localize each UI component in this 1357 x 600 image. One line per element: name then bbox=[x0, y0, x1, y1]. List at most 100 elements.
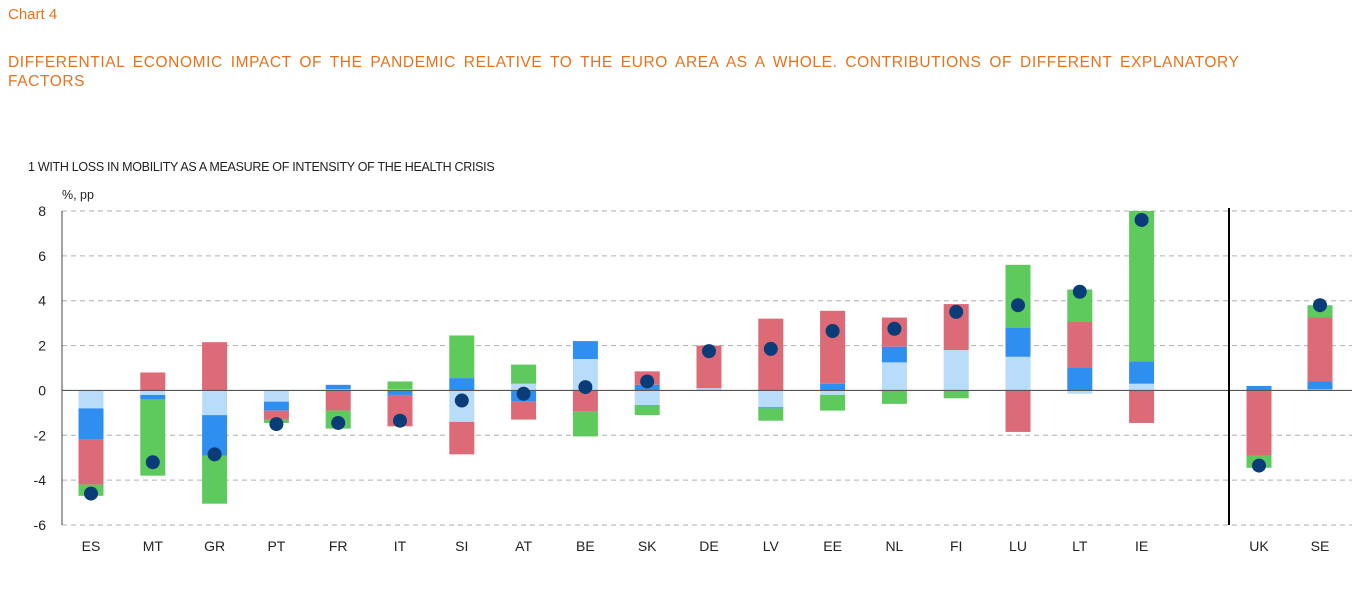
bar-segment bbox=[758, 407, 784, 409]
x-tick-label: LT bbox=[1072, 538, 1088, 554]
x-tick-label: LV bbox=[763, 538, 780, 554]
bar-segment bbox=[78, 439, 104, 485]
bar-segment bbox=[820, 383, 846, 391]
x-tick-label: FR bbox=[329, 538, 348, 554]
x-tick-label: BE bbox=[576, 538, 595, 554]
bar-segment bbox=[1246, 390, 1272, 456]
total-dot bbox=[1072, 284, 1087, 299]
bar-segment bbox=[820, 310, 846, 384]
x-tick-label: NL bbox=[885, 538, 903, 554]
x-tick-label: UK bbox=[1249, 538, 1269, 554]
panel-title: 1 WITH LOSS IN MOBILITY AS A MEASURE OF … bbox=[28, 160, 495, 174]
bar-segment bbox=[1005, 327, 1031, 357]
bar-segment bbox=[387, 390, 413, 395]
total-dot bbox=[578, 380, 593, 395]
bar-segment bbox=[1129, 361, 1155, 384]
bar-segment bbox=[758, 408, 784, 421]
bar-segment bbox=[202, 455, 228, 504]
total-dot bbox=[145, 455, 160, 470]
y-tick-label: -4 bbox=[34, 472, 47, 488]
total-dot bbox=[207, 447, 222, 462]
bar-segment bbox=[943, 350, 969, 391]
bar-segment bbox=[263, 401, 289, 411]
y-tick-label: 6 bbox=[38, 248, 46, 264]
total-dot bbox=[516, 386, 531, 401]
x-tick-label: FI bbox=[950, 538, 962, 554]
total-dot bbox=[640, 374, 655, 389]
bar-segment bbox=[1005, 390, 1031, 432]
x-tick-label: PT bbox=[267, 538, 285, 554]
bar-segment bbox=[758, 390, 784, 408]
bar-segment bbox=[881, 362, 907, 391]
bar-segment bbox=[511, 401, 537, 420]
y-tick-label: -6 bbox=[34, 517, 47, 533]
total-dot bbox=[454, 393, 469, 408]
bar-segment bbox=[202, 342, 228, 391]
chart-number-label: Chart 4 bbox=[8, 6, 58, 23]
bar-segment bbox=[1067, 322, 1093, 368]
bar-segment bbox=[1307, 381, 1333, 390]
bar-segment bbox=[78, 408, 104, 440]
total-dot bbox=[331, 415, 346, 430]
total-dot bbox=[84, 486, 98, 501]
bar-segment bbox=[140, 394, 166, 400]
x-tick-label: EE bbox=[823, 538, 842, 554]
total-dot bbox=[887, 321, 902, 336]
bar-segment bbox=[1129, 211, 1155, 362]
total-dot bbox=[1313, 298, 1327, 313]
bar-segment bbox=[881, 346, 907, 363]
bar-segment bbox=[449, 335, 475, 379]
chart-title: DIFFERENTIAL ECONOMIC IMPACT OF THE PAND… bbox=[8, 54, 1240, 90]
y-axis-unit-label: %, pp bbox=[62, 188, 94, 202]
x-tick-label: SK bbox=[638, 538, 657, 554]
bar-segment bbox=[1005, 264, 1031, 328]
x-tick-label: GR bbox=[204, 538, 225, 554]
bar-segment bbox=[1067, 368, 1093, 391]
x-tick-label: IT bbox=[394, 538, 407, 554]
bar-segment bbox=[1307, 317, 1333, 382]
total-dot bbox=[1011, 298, 1025, 313]
bar-segment bbox=[943, 390, 969, 399]
y-tick-label: -2 bbox=[34, 427, 47, 443]
bar-segment bbox=[387, 381, 413, 390]
total-dot bbox=[393, 413, 407, 428]
bar-segment bbox=[202, 390, 228, 416]
bar-segment bbox=[820, 394, 846, 411]
x-tick-label: SI bbox=[455, 538, 468, 554]
total-dot bbox=[1252, 458, 1266, 473]
x-tick-label: DE bbox=[699, 538, 718, 554]
x-tick-label: MT bbox=[143, 538, 164, 554]
total-dot bbox=[825, 323, 840, 338]
bar-segment bbox=[140, 372, 166, 391]
bar-segment bbox=[572, 341, 598, 360]
bar-segment bbox=[511, 364, 537, 384]
bar-segment bbox=[140, 390, 166, 395]
bar-segment bbox=[696, 388, 722, 391]
bar-segment bbox=[263, 390, 289, 402]
total-dot bbox=[1134, 212, 1149, 227]
y-tick-label: 2 bbox=[38, 338, 46, 354]
bar-segment bbox=[325, 384, 351, 390]
x-tick-label: IE bbox=[1135, 538, 1148, 554]
bar-segment bbox=[572, 390, 598, 412]
bar-segment bbox=[1067, 390, 1093, 394]
bar-segment bbox=[1005, 356, 1031, 391]
bar-segment bbox=[820, 390, 846, 395]
bar-segment bbox=[449, 378, 475, 391]
bar-segment bbox=[263, 410, 289, 420]
bar-segment bbox=[1129, 390, 1155, 423]
bar-segment bbox=[1129, 383, 1155, 391]
bar-segment bbox=[449, 421, 475, 455]
total-dot bbox=[949, 304, 964, 319]
bar-segment bbox=[634, 405, 660, 416]
bar-segment bbox=[1246, 385, 1272, 391]
bar-segment bbox=[572, 411, 598, 437]
bar-segment bbox=[634, 390, 660, 406]
x-tick-label: LU bbox=[1009, 538, 1027, 554]
bar-segment bbox=[881, 390, 907, 404]
x-tick-label: SE bbox=[1311, 538, 1330, 554]
x-tick-label: AT bbox=[515, 538, 532, 554]
bar-segment bbox=[325, 390, 351, 411]
y-tick-label: 0 bbox=[38, 382, 46, 398]
